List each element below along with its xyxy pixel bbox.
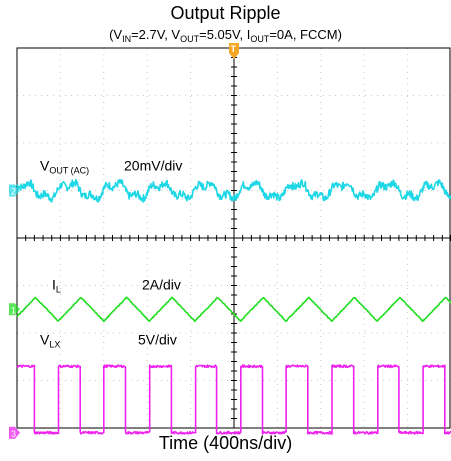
series-name-label: VLX [40, 331, 60, 349]
series-name-label: VOUT (AC) [40, 158, 89, 176]
chart-title: Output Ripple [170, 3, 281, 23]
series-scale-label: 2A/div [142, 276, 181, 292]
scope-traces [16, 178, 451, 435]
trace-0 [16, 178, 451, 203]
channel-markers: 2 1 3 T [9, 43, 239, 439]
chart-subtitle: (VIN=2.7V, VOUT=5.05V, IOUT=0A, FCCM) [109, 27, 342, 44]
x-axis-label: Time (400ns/div) [158, 433, 293, 453]
series-name-label: IL [52, 276, 61, 294]
scope-grid [16, 47, 451, 429]
trace-1 [16, 296, 451, 323]
channel-marker-1 [9, 303, 20, 316]
series-scale-label: 5V/div [138, 331, 177, 347]
trace-labels: VOUT (AC) 20mV/div IL 2A/div VLX 5V/div [40, 158, 182, 350]
channel-marker-label: 2 [11, 187, 16, 197]
trigger-marker [229, 43, 239, 59]
channel-marker-label: 1 [11, 305, 16, 315]
series-scale-label: 20mV/div [124, 158, 182, 174]
trace-2 [16, 364, 451, 435]
channel-marker-2 [9, 184, 20, 197]
trigger-marker-label: T [231, 44, 237, 54]
channel-marker-3 [9, 426, 20, 439]
channel-marker-label: 3 [11, 429, 16, 439]
